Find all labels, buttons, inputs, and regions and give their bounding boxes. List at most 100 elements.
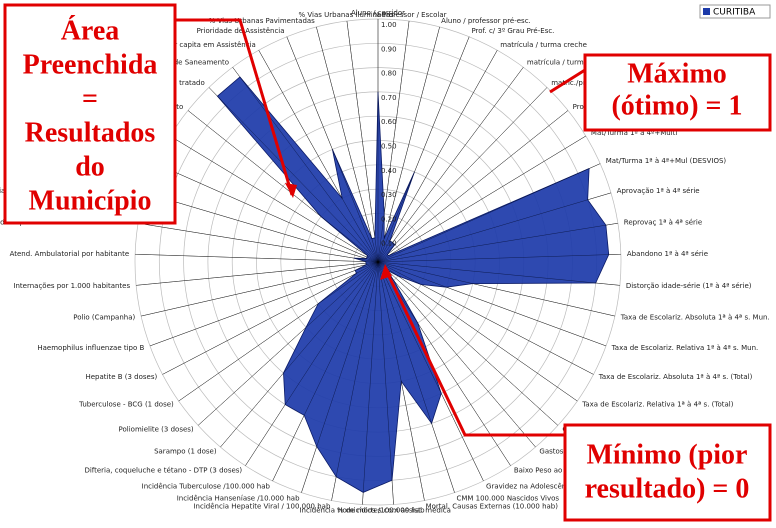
axis-label: Aluno / professor pré-esc.: [441, 17, 531, 25]
axis-label: Prof. c/ 3º Grau Pré-Esc.: [471, 27, 554, 35]
spoke-overlay: [155, 163, 379, 263]
axis-label: Distorção idade-série (1ª à 4ª série): [626, 282, 752, 290]
spoke-overlay: [208, 87, 379, 263]
axis-label: Taxa de Escolariz. Absoluta 1ª à 4ª s. (…: [598, 373, 753, 381]
spoke-overlay: [149, 261, 379, 347]
annotation-text: (ótimo) = 1: [611, 90, 742, 121]
spoke-overlay: [144, 192, 379, 263]
axis-label: % Professor / Escolar: [373, 11, 446, 19]
y-tick-label: 0.80: [381, 70, 397, 78]
axis-label: matrícula / turma creche: [500, 41, 587, 49]
annotation-box: [583, 53, 772, 132]
spoke-overlay: [135, 254, 379, 263]
spoke-overlay: [162, 261, 379, 375]
axis-label: Incidência Homicídios /100.000 hab: [299, 506, 425, 514]
annotation-text: Mínimo (pior: [587, 439, 748, 470]
spoke-overlay: [272, 261, 379, 482]
axis-label: Tuberculose - BCG (1 dose): [78, 400, 174, 408]
axis-label: CMM 100.000 Nascidos Vivos: [456, 494, 559, 502]
y-tick-label: 0.20: [381, 215, 397, 223]
spoke-overlay: [362, 261, 379, 505]
spoke-overlay: [346, 20, 379, 263]
spoke-overlay: [187, 110, 379, 263]
spoke-overlay: [331, 261, 379, 501]
axis-label: Sarampo (1 dose): [154, 448, 217, 456]
spoke-overlay: [316, 26, 379, 263]
axis-label: Prioridade de Saneamento: [136, 58, 229, 66]
spoke-overlay: [377, 223, 618, 263]
axis-label: Taxa de Escolariz. Relativa 1ª à 4ª s. M…: [611, 344, 759, 352]
y-tick-label: 0.90: [381, 45, 397, 53]
y-tick-label: 0.50: [381, 143, 397, 151]
annotation-text: Resultados: [25, 117, 156, 148]
spoke-overlay: [377, 50, 498, 263]
spoke-overlay: [377, 261, 607, 347]
spoke-overlay: [377, 110, 569, 263]
axis-label: Aprovação 1ª à 4ª série: [617, 187, 700, 195]
y-tick-label: 0.10: [381, 240, 397, 248]
spoke-overlay: [170, 135, 379, 263]
legend-label: CURITIBA: [713, 8, 756, 18]
spoke-overlay: [377, 163, 601, 263]
spoke-overlay: [377, 261, 615, 317]
spoke-overlay: [136, 261, 379, 286]
axis-label: Atend. Ambulatorial por habitante: [10, 250, 130, 258]
axis-label: % Vias Urbanas Iluminadas: [299, 11, 395, 19]
axis-label: Taxa de Escolariz. Absoluta 1ª à 4ª s. M…: [620, 313, 770, 321]
axis-label: Taxa de Escolariz. Relativa 1ª à 4ª s. (…: [581, 400, 734, 408]
y-tick-label: 0.30: [381, 191, 397, 199]
spoke-overlay: [377, 261, 455, 493]
annotation-box: [563, 423, 772, 522]
axis-label: Mortal. Causas Externas (10.000 hab): [426, 502, 559, 510]
spoke-overlay: [377, 261, 511, 466]
spoke-overlay: [377, 67, 524, 263]
arrow-head: [285, 183, 297, 198]
y-tick-label: 0.40: [381, 167, 397, 175]
arrow: [383, 267, 565, 437]
spoke-overlay: [232, 67, 379, 263]
axis-label: Incidência Hepatite Viral / 100.000 hab: [193, 502, 330, 510]
axis-label: Gastos por capita em Assistência: [139, 41, 255, 49]
spoke-overlay: [178, 261, 379, 402]
axis-label: matrícula / turma pré-esc.: [527, 58, 618, 66]
spoke-overlay: [377, 261, 484, 482]
axis-label: Reprovaç 1ª à 4ª série: [624, 218, 702, 226]
plot: [135, 19, 621, 505]
spoke-overlay: [301, 261, 379, 493]
annotation-text: resultado) = 0: [585, 473, 750, 504]
axis-label: Prioridade de Assistência: [197, 27, 285, 35]
axis-label: Internações por 1.000 habitantes: [13, 282, 130, 290]
spoke-overlay: [245, 261, 379, 466]
spoke-overlay: [377, 26, 440, 263]
annotation-text: =: [82, 83, 98, 114]
axis-label: Polio (Campanha): [73, 313, 135, 321]
arrow: [175, 18, 294, 196]
spoke-overlay: [377, 261, 620, 286]
spoke-overlay: [286, 36, 379, 263]
spoke-overlay: [377, 261, 578, 402]
arrow: [549, 68, 586, 94]
area: [216, 76, 610, 493]
annotation-box: [3, 3, 177, 225]
axis-label: Gravidez na Adolescência: [486, 482, 576, 490]
axis-label: % Vias Urbanas Pavimentadas: [209, 17, 316, 25]
y-tick-label: 0.70: [381, 94, 397, 102]
axis-label: Incidência Hanseníase /10.000 hab: [177, 494, 300, 502]
axis-label: Aluno / corridor: [351, 9, 405, 17]
spoke-overlay: [377, 36, 470, 263]
axis-label: Incidência Tuberculose /100.000 hab: [142, 482, 271, 490]
axis-label: Abandono 1ª à 4ª série: [627, 250, 708, 258]
spoke-overlay: [377, 261, 536, 448]
axis-label: Poliomielite (3 doses): [119, 425, 194, 433]
annotation-text: Máximo: [627, 58, 727, 89]
y-tick-label: 0.60: [381, 118, 397, 126]
spoke-overlay: [377, 192, 612, 263]
spoke-overlay: [377, 135, 586, 263]
spoke-overlay: [377, 261, 394, 505]
legend: [699, 4, 771, 19]
y-tick-label: 1.00: [381, 21, 397, 29]
spoke-overlay: [377, 20, 410, 263]
annotation-text: Município: [29, 185, 152, 216]
spoke-overlay: [138, 223, 379, 263]
